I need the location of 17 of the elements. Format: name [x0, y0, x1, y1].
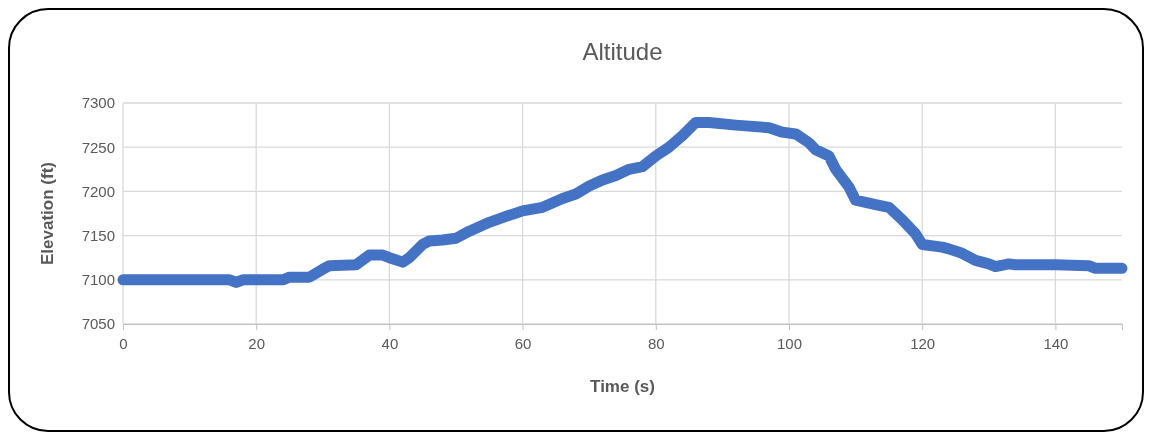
y-tick-label: 7200: [81, 182, 115, 200]
x-axis-title: Time (s): [590, 377, 655, 396]
y-axis-title: Elevation (ft): [38, 162, 57, 265]
y-tick-label: 7100: [81, 271, 115, 289]
x-tick-label: 140: [1043, 334, 1069, 352]
y-tick-label: 7150: [81, 226, 115, 244]
x-tick-label: 120: [910, 334, 936, 352]
y-tick-label: 7050: [81, 315, 115, 333]
x-tick-label: 60: [514, 334, 532, 352]
y-tick-label: 7300: [81, 94, 115, 112]
x-tick-label: 40: [381, 334, 399, 352]
x-tick-label: 80: [647, 334, 665, 352]
x-tick-label: 0: [119, 334, 128, 352]
x-tick-label: 100: [776, 334, 803, 352]
chart-title: Altitude: [582, 38, 663, 65]
y-tick-label: 7250: [81, 138, 115, 156]
x-tick-label: 20: [248, 334, 266, 352]
